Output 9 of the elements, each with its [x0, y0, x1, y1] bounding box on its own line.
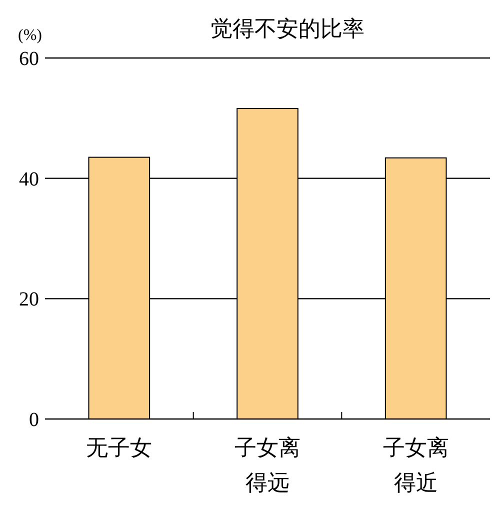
x-tick-label: 子女离得近 — [382, 436, 449, 496]
chart-title: 觉得不安的比率 — [210, 17, 364, 42]
y-tick-label: 60 — [19, 48, 39, 70]
y-tick-label: 0 — [29, 409, 39, 431]
y-axis-title: (%) — [18, 27, 42, 44]
x-tick-label: 子女离得远 — [234, 436, 300, 496]
x-tick-label: 无子女 — [86, 436, 152, 461]
y-tick-label: 20 — [19, 288, 39, 311]
y-tick-label: 40 — [19, 168, 39, 190]
